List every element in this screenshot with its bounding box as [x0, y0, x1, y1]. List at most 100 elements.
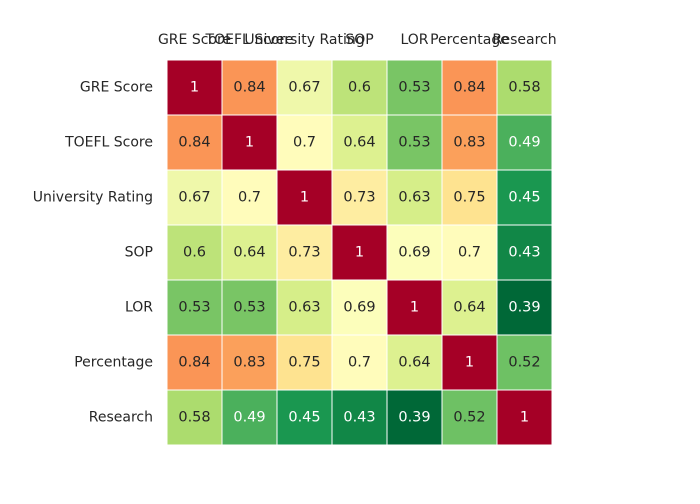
heatmap-cell: [166, 389, 223, 446]
heatmap-cell: [166, 224, 223, 281]
heatmap-value-label: 0.52: [508, 355, 540, 371]
x-tick-label: Percentage: [430, 32, 509, 48]
heatmap-cell: [221, 169, 278, 226]
heatmap-cell: [331, 389, 388, 446]
heatmap-cell: [166, 59, 223, 116]
heatmap-value-label: 0.52: [453, 410, 485, 426]
heatmap-value-label: 1: [355, 245, 364, 261]
y-axis-tick-labels: GRE Score TOEFL Score University Rating SOP…: [33, 80, 153, 426]
heatmap-value-label: 0.64: [398, 355, 430, 371]
heatmap-cell: [331, 334, 388, 391]
heatmap-cell: [166, 334, 223, 391]
heatmap-cell: [276, 169, 333, 226]
heatmap-value-label: 0.64: [453, 300, 485, 316]
heatmap-value-label: 0.69: [398, 245, 430, 261]
heatmap-value-label: 0.84: [233, 80, 265, 96]
heatmap-value-label: 0.43: [343, 410, 375, 426]
heatmap-value-label: 0.53: [178, 300, 210, 316]
heatmap-value-label: 1: [410, 300, 419, 316]
heatmap-value-label: 0.7: [238, 190, 261, 206]
heatmap-cell: [166, 279, 223, 336]
heatmap-cell: [386, 169, 443, 226]
heatmap-value-label: 0.53: [398, 80, 430, 96]
heatmap-value-label: 0.84: [178, 355, 210, 371]
heatmap-value-label: 0.73: [288, 245, 320, 261]
x-tick-label: Research: [492, 32, 556, 48]
heatmap-value-label: 0.83: [233, 355, 265, 371]
x-tick-label: LOR: [400, 32, 428, 48]
y-tick-label: Research: [89, 410, 153, 426]
heatmap-value-label: 0.7: [293, 135, 316, 151]
heatmap-value-label: 0.45: [508, 190, 540, 206]
heatmap-value-label: 1: [300, 190, 309, 206]
heatmap-cell: [386, 334, 443, 391]
heatmap-value-label: 0.83: [453, 135, 485, 151]
y-tick-label: University Rating: [33, 190, 153, 206]
heatmap-value-label: 0.67: [288, 80, 320, 96]
heatmap-value-label: 0.53: [398, 135, 430, 151]
heatmap-value-label: 1: [465, 355, 474, 371]
heatmap-cell: [496, 389, 553, 446]
heatmap-cell: [276, 59, 333, 116]
heatmap-cell: [386, 114, 443, 171]
heatmap-value-label: 0.84: [453, 80, 485, 96]
heatmap-value-labels: 1 0.84 0.67 0.6 0.53 0.84 0.58 0.84 1 0.7 0.64 0.53…: [178, 80, 540, 426]
heatmap-value-label: 0.64: [233, 245, 265, 261]
heatmap-value-label: 0.69: [343, 300, 375, 316]
heatmap-cell: [386, 389, 443, 446]
heatmap-cell: [331, 224, 388, 281]
heatmap-value-label: 0.49: [233, 410, 265, 426]
heatmap-value-label: 0.84: [178, 135, 210, 151]
heatmap-value-label: 0.43: [508, 245, 540, 261]
y-tick-label: LOR: [125, 300, 153, 316]
heatmap-value-label: 0.67: [178, 190, 210, 206]
heatmap-cell: [441, 169, 498, 226]
heatmap-cell: [331, 169, 388, 226]
heatmap-value-label: 0.39: [508, 300, 540, 316]
heatmap-cell: [441, 59, 498, 116]
heatmap-cell: [166, 114, 223, 171]
y-tick-label: TOEFL Score: [64, 135, 153, 151]
y-tick-label: SOP: [125, 245, 153, 261]
heatmap-value-label: 0.53: [233, 300, 265, 316]
heatmap-value-label: 0.64: [343, 135, 375, 151]
heatmap-value-label: 1: [190, 80, 199, 96]
heatmap-cell: [276, 114, 333, 171]
heatmap-value-label: 0.73: [343, 190, 375, 206]
heatmap-cell: [496, 334, 553, 391]
heatmap-value-label: 0.63: [288, 300, 320, 316]
heatmap-cell: [221, 224, 278, 281]
heatmap-value-label: 0.6: [183, 245, 206, 261]
heatmap-cells: [166, 59, 553, 446]
heatmap-value-label: 0.63: [398, 190, 430, 206]
heatmap-value-label: 1: [245, 135, 254, 151]
heatmap-cell: [221, 334, 278, 391]
heatmap-value-label: 0.75: [288, 355, 320, 371]
x-tick-label: GRE Score: [158, 32, 231, 48]
y-tick-label: GRE Score: [80, 80, 153, 96]
heatmap-value-label: 1: [520, 410, 529, 426]
heatmap-cell: [441, 389, 498, 446]
heatmap-value-label: 0.7: [348, 355, 371, 371]
heatmap-value-label: 0.58: [508, 80, 540, 96]
heatmap-cell: [276, 389, 333, 446]
x-tick-label: SOP: [345, 32, 373, 48]
heatmap-value-label: 0.39: [398, 410, 430, 426]
heatmap-value-label: 0.7: [458, 245, 481, 261]
y-tick-label: Percentage: [74, 355, 153, 371]
x-tick-label: University Rating: [244, 32, 364, 48]
heatmap-value-label: 0.58: [178, 410, 210, 426]
heatmap-cell: [441, 224, 498, 281]
heatmap-cell: [221, 59, 278, 116]
heatmap-value-label: 0.75: [453, 190, 485, 206]
heatmap-cell: [276, 279, 333, 336]
heatmap-value-label: 0.45: [288, 410, 320, 426]
heatmap-cell: [496, 169, 553, 226]
heatmap-cell: [496, 224, 553, 281]
heatmap-value-label: 0.49: [508, 135, 540, 151]
x-tick-label: TOEFL Score: [205, 32, 294, 48]
heatmap-value-label: 0.6: [348, 80, 371, 96]
